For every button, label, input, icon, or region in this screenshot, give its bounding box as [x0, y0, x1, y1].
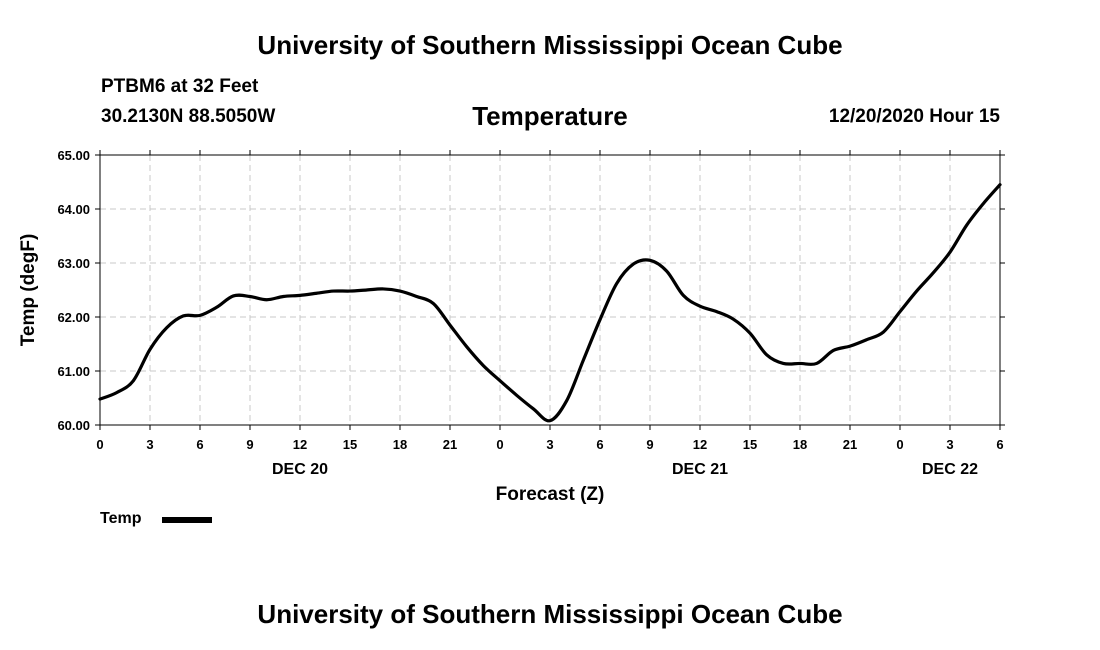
series-line-temp — [98, 183, 1002, 423]
date-hour-label: 12/20/2020 Hour 15 — [828, 106, 1000, 127]
coordinates-label: 30.2130N 88.5050W — [101, 106, 276, 127]
page-title-bottom: University of Southern Mississippi Ocean… — [257, 599, 843, 629]
temperature-chart: 60.00 61.00 62.00 63.00 64.00 65.00 0 3 6 9 12 15 18… — [18, 148, 1005, 505]
y-tick-label: 63.00 — [57, 256, 90, 271]
x-axis-title: Forecast (Z) — [496, 484, 605, 505]
x-tick-label: 15 — [743, 437, 757, 452]
station-label: PTBM6 at 32 Feet — [101, 76, 259, 97]
x-tick-label: 12 — [693, 437, 707, 452]
x-tick-label: 18 — [793, 437, 807, 452]
x-tick-label: 6 — [596, 437, 603, 452]
chart-title: Temperature — [472, 101, 628, 131]
legend-label: Temp — [100, 510, 142, 527]
y-axis-title: Temp (degF) — [18, 234, 39, 347]
y-tick-label: 62.00 — [57, 310, 90, 325]
x-tick-label: 6 — [996, 437, 1003, 452]
x-tick-label: 21 — [843, 437, 857, 452]
x-tick-label: 3 — [546, 437, 553, 452]
grid — [100, 155, 1000, 425]
y-tick-label: 65.00 — [57, 148, 90, 163]
y-tick-label: 60.00 — [57, 418, 90, 433]
x-tick-label: 15 — [343, 437, 357, 452]
x-tick-label: 0 — [96, 437, 103, 452]
x-tick-label: 9 — [646, 437, 653, 452]
x-tick-label: 6 — [196, 437, 203, 452]
x-tick-label: 3 — [946, 437, 953, 452]
x-date-label: DEC 22 — [922, 461, 978, 478]
axis-ticks — [95, 150, 1005, 430]
legend-swatch — [162, 517, 212, 523]
x-tick-label: 0 — [496, 437, 503, 452]
y-tick-label: 64.00 — [57, 202, 90, 217]
x-tick-label: 3 — [146, 437, 153, 452]
axis-labels: 60.00 61.00 62.00 63.00 64.00 65.00 0 3 6 9 12 15 18… — [57, 148, 1003, 478]
x-tick-label: 9 — [246, 437, 253, 452]
x-date-label: DEC 20 — [272, 461, 328, 478]
page-title-top: University of Southern Mississippi Ocean… — [257, 30, 843, 60]
x-date-label: DEC 21 — [672, 461, 728, 478]
x-tick-label: 0 — [896, 437, 903, 452]
x-tick-label: 21 — [443, 437, 457, 452]
x-tick-label: 18 — [393, 437, 407, 452]
y-tick-label: 61.00 — [57, 364, 90, 379]
x-tick-label: 12 — [293, 437, 307, 452]
